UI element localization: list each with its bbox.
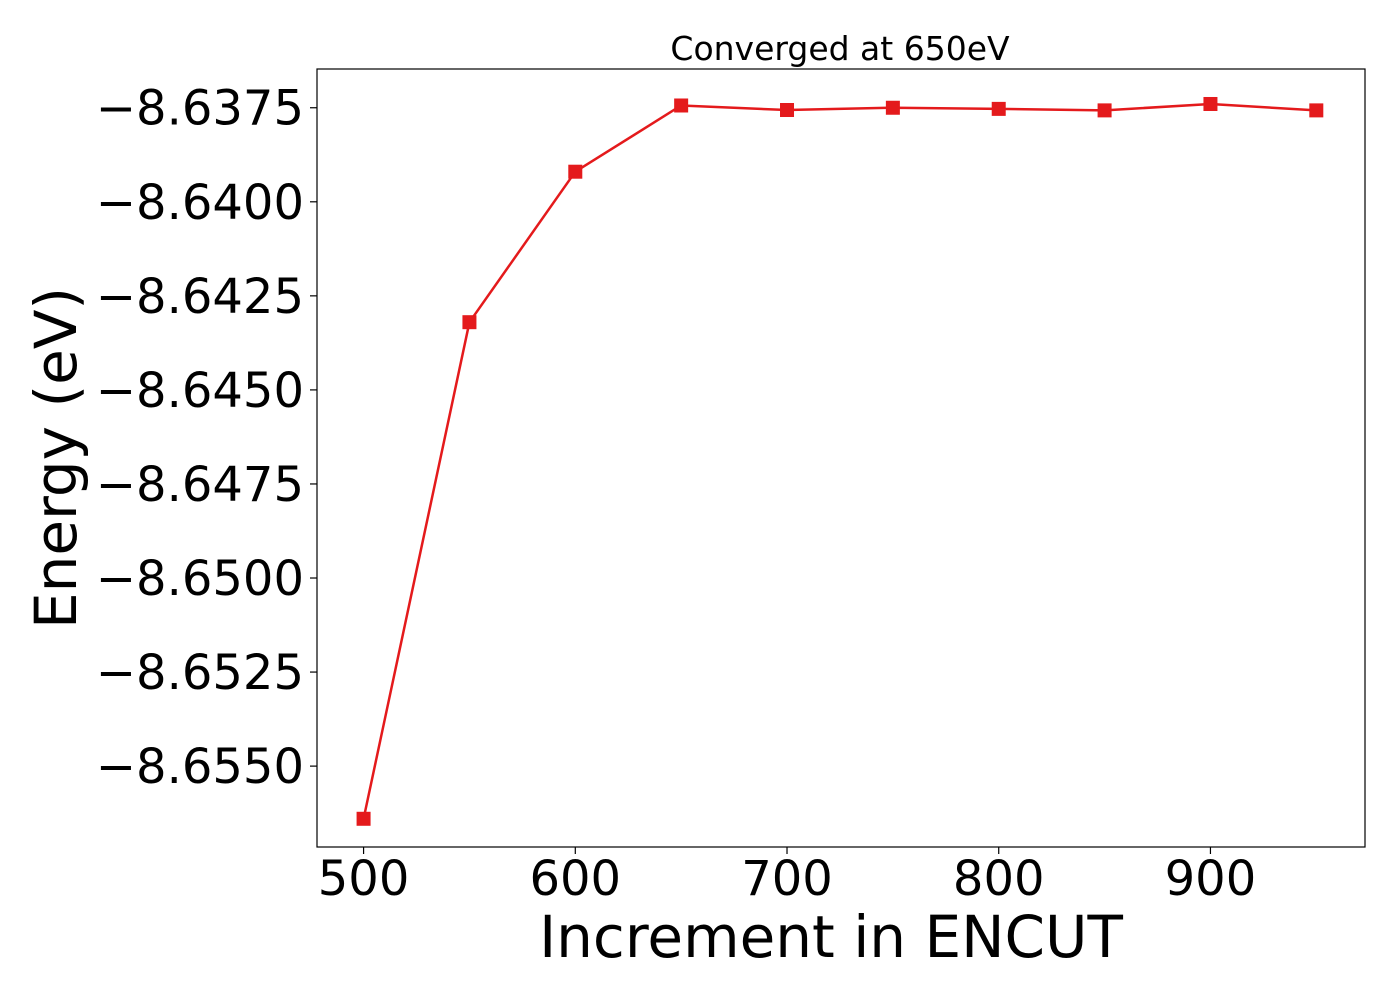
data-point xyxy=(1097,103,1112,118)
y-tick-label: −8.6525 xyxy=(96,645,304,701)
data-point xyxy=(674,98,689,113)
plot-area xyxy=(316,68,1366,848)
y-axis-label: Energy (eV) xyxy=(22,287,90,629)
x-tick-label: 800 xyxy=(953,851,1045,907)
data-point xyxy=(462,315,477,330)
series-line xyxy=(362,102,1317,820)
data-point xyxy=(1203,96,1218,111)
data-point xyxy=(991,101,1006,116)
x-tick-label: 700 xyxy=(741,851,833,907)
y-tick-label: −8.6450 xyxy=(96,363,304,419)
data-point xyxy=(885,100,900,115)
data-point xyxy=(1309,103,1324,118)
x-tick-label: 900 xyxy=(1165,851,1257,907)
data-point xyxy=(568,164,583,179)
x-tick-label: 600 xyxy=(529,851,621,907)
y-axis: −8.6375 −8.6400 −8.6425 −8.6450 −8.6475 −8.65… xyxy=(96,81,317,795)
chart-title: Converged at 650eV xyxy=(670,29,1010,68)
x-tick-label: 500 xyxy=(318,851,410,907)
data-point xyxy=(780,103,795,118)
y-tick-label: −8.6475 xyxy=(96,457,304,513)
x-axis-label: Increment in ENCUT xyxy=(539,903,1123,971)
y-tick-label: −8.6425 xyxy=(96,269,304,325)
data-point xyxy=(356,811,371,826)
y-tick-label: −8.6500 xyxy=(96,551,304,607)
x-axis: 500 600 700 800 900 xyxy=(318,847,1256,907)
y-tick-label: −8.6550 xyxy=(96,739,304,795)
series-layer xyxy=(356,96,1324,826)
y-tick-label: −8.6375 xyxy=(96,81,304,137)
y-tick-label: −8.6400 xyxy=(96,175,304,231)
